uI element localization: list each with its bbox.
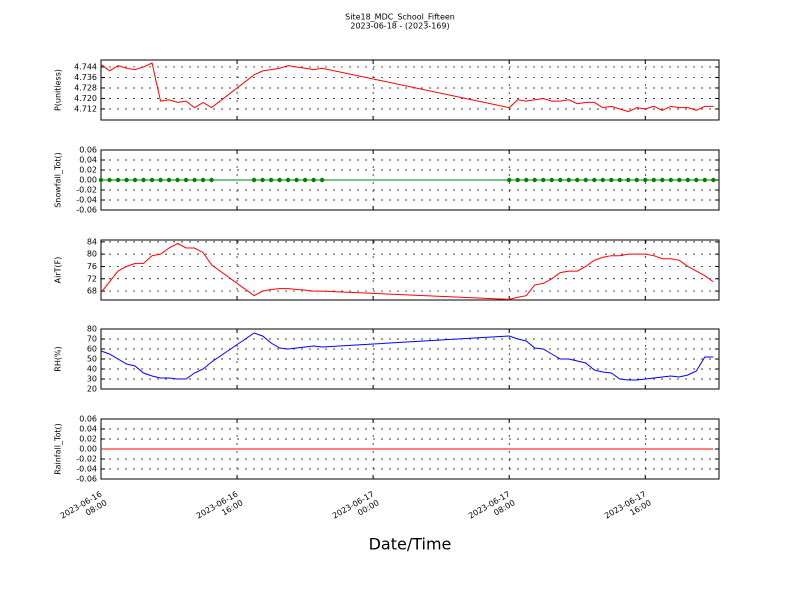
data-point xyxy=(192,177,197,183)
data-point xyxy=(541,177,546,183)
x-axis-label: Date/Time xyxy=(369,535,452,554)
data-point xyxy=(600,177,605,183)
y-tick-label: 30 xyxy=(87,375,97,384)
data-line xyxy=(100,332,714,381)
x-tick-label: 2023-06-1716:00 xyxy=(603,489,653,529)
y-tick-label: -0.02 xyxy=(76,186,97,195)
data-point xyxy=(702,177,708,183)
data-point xyxy=(626,177,631,183)
data-point xyxy=(507,177,512,183)
data-point xyxy=(319,177,325,183)
data-point xyxy=(549,177,554,183)
y-tick-label: -0.04 xyxy=(76,465,97,474)
data-point xyxy=(532,177,537,183)
y-tick-label: 0.04 xyxy=(79,425,97,434)
data-point xyxy=(277,177,282,183)
y-axis-label: Snowfall_Tot() xyxy=(54,152,63,208)
data-point xyxy=(677,177,682,183)
y-tick-label: -0.02 xyxy=(76,455,97,464)
y-tick-label: 40 xyxy=(87,365,97,374)
y-tick-label: 4.728 xyxy=(74,83,97,92)
data-point xyxy=(311,177,316,183)
data-point xyxy=(124,177,129,183)
plot-frame xyxy=(100,239,720,301)
data-point xyxy=(592,177,597,183)
data-point xyxy=(132,177,138,183)
y-tick-label: 4.712 xyxy=(74,104,97,113)
x-tick-label: 2023-06-1700:00 xyxy=(331,489,381,529)
data-point xyxy=(285,177,291,183)
y-tick-label: -0.04 xyxy=(76,196,97,205)
y-tick-label: 70 xyxy=(87,335,97,344)
data-point xyxy=(643,177,648,183)
data-line xyxy=(100,242,714,300)
data-point xyxy=(685,177,691,183)
y-tick-label: 0.02 xyxy=(79,166,97,175)
data-point xyxy=(107,177,112,183)
y-axis-label: AirT(F) xyxy=(54,257,63,284)
data-point xyxy=(566,177,571,183)
data-point xyxy=(711,177,716,183)
data-line xyxy=(100,62,714,113)
data-point xyxy=(294,177,299,183)
y-tick-label: 84 xyxy=(87,237,97,246)
data-point xyxy=(209,177,214,183)
data-point xyxy=(141,177,146,183)
y-axis-label: Rainfall_Tot() xyxy=(54,423,63,475)
data-point xyxy=(617,177,622,183)
data-point xyxy=(575,177,580,183)
data-point xyxy=(694,177,699,183)
data-point xyxy=(634,177,639,183)
y-tick-label: 0.04 xyxy=(79,156,97,165)
y-tick-label: 68 xyxy=(87,287,97,296)
y-tick-label: 20 xyxy=(87,385,97,394)
chart-subtitle: 2023-06-18 - (2023-169) xyxy=(350,22,449,31)
chart-title: Site18_MDC_School_Fifteen xyxy=(345,13,455,22)
y-tick-label: 4.744 xyxy=(74,62,97,71)
data-point xyxy=(651,177,656,183)
x-tick-label: 2023-06-1608:00 xyxy=(58,489,108,529)
y-tick-label: 80 xyxy=(87,325,97,334)
data-point xyxy=(158,177,163,183)
y-tick-label: -0.06 xyxy=(76,206,97,215)
data-point xyxy=(609,177,614,183)
y-tick-label: 4.736 xyxy=(74,73,97,82)
y-tick-label: 76 xyxy=(87,262,97,271)
data-point xyxy=(260,177,265,183)
y-tick-label: 50 xyxy=(87,355,97,364)
data-point xyxy=(268,177,274,183)
y-tick-label: 0.02 xyxy=(79,435,97,444)
y-tick-label: -0.06 xyxy=(76,475,97,484)
y-tick-label: 0.06 xyxy=(79,146,97,155)
data-point xyxy=(515,177,520,183)
x-tick-label: 2023-06-1708:00 xyxy=(467,489,517,529)
y-tick-label: 60 xyxy=(87,345,97,354)
data-point xyxy=(166,177,172,183)
y-tick-label: 72 xyxy=(87,274,97,283)
data-point xyxy=(200,177,206,183)
y-axis-label: RH(%) xyxy=(54,346,63,371)
data-point xyxy=(524,177,529,183)
data-point xyxy=(115,177,121,183)
data-point xyxy=(98,177,104,183)
y-tick-label: 0.00 xyxy=(79,445,97,454)
plot-frame xyxy=(100,59,720,121)
y-tick-label: 0.06 xyxy=(79,415,97,424)
data-point xyxy=(660,177,665,183)
data-point xyxy=(302,177,308,183)
data-point xyxy=(175,177,180,183)
data-point xyxy=(558,177,563,183)
data-point xyxy=(583,177,588,183)
x-tick-label: 2023-06-1616:00 xyxy=(195,489,245,529)
data-point xyxy=(149,177,155,183)
y-tick-label: 4.720 xyxy=(74,94,97,103)
data-point xyxy=(668,177,674,183)
y-axis-label: P(unitless) xyxy=(54,69,63,111)
data-point xyxy=(251,177,257,183)
y-tick-label: 80 xyxy=(87,250,97,259)
y-tick-label: 0.00 xyxy=(79,176,97,185)
data-point xyxy=(183,177,189,183)
